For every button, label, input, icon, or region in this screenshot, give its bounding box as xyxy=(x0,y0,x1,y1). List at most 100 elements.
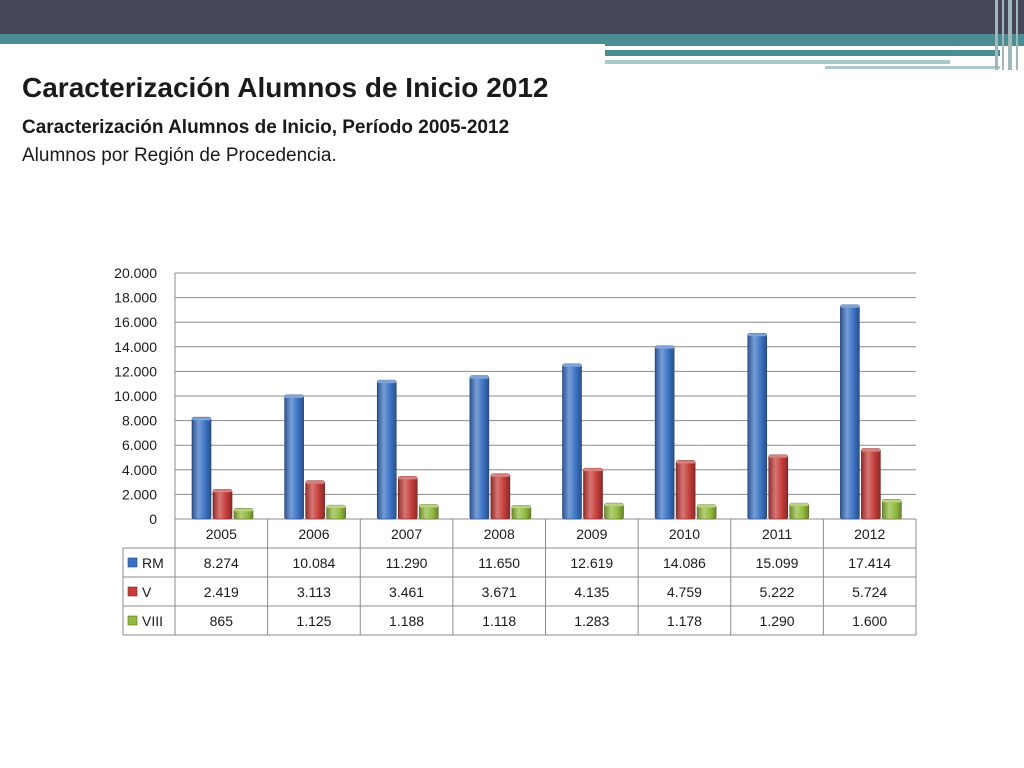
x-tick-label: 2012 xyxy=(854,526,885,542)
bar-top-rm xyxy=(655,345,675,349)
data-table-cell: 1.283 xyxy=(574,613,609,629)
bar-v xyxy=(861,448,881,520)
bar-rm xyxy=(747,332,768,520)
slide-title: Caracterización Alumnos de Inicio 2012 xyxy=(22,72,549,103)
legend-swatch-v xyxy=(127,586,138,597)
y-tick-label: 10.000 xyxy=(114,388,157,404)
corner-decoration-line xyxy=(1008,0,1012,70)
bar-rm xyxy=(654,345,675,520)
y-tick-label: 12.000 xyxy=(114,363,157,379)
data-table-cell: 11.650 xyxy=(478,555,520,571)
bar-rm xyxy=(840,304,860,520)
x-tick-label: 2009 xyxy=(576,526,607,542)
bar-top-v xyxy=(305,480,325,484)
bar-top-v xyxy=(490,473,510,477)
y-tick-label: 6.000 xyxy=(122,437,157,453)
header-accent-line-short xyxy=(825,66,1000,69)
y-tick-label: 0 xyxy=(149,511,157,527)
header-bar xyxy=(0,0,1024,34)
bar-top-viii xyxy=(697,504,717,508)
bar-top-rm xyxy=(747,333,767,337)
slide-caption: Alumnos por Región de Procedencia. xyxy=(22,145,337,166)
bar-top-v xyxy=(398,476,418,480)
data-table-cell: 865 xyxy=(210,613,234,629)
bar-top-v xyxy=(861,448,881,452)
bar-top-v xyxy=(676,460,696,464)
bar-top-v xyxy=(768,454,788,458)
header-white-band xyxy=(0,44,605,58)
data-table-cell: 10.084 xyxy=(293,555,336,571)
x-tick-label: 2010 xyxy=(669,526,700,542)
bar-v xyxy=(212,488,233,520)
corner-decoration-line xyxy=(1002,0,1004,70)
data-table-cell: 4.135 xyxy=(574,584,609,600)
data-table-cell: 1.290 xyxy=(760,613,795,629)
slide-subtitle: Caracterización Alumnos de Inicio, Perío… xyxy=(22,117,510,138)
x-tick-label: 2008 xyxy=(484,526,515,542)
data-table-cell: 17.414 xyxy=(848,555,891,571)
bar-top-viii xyxy=(789,503,809,507)
data-table-cell: 5.222 xyxy=(760,584,795,600)
x-tick-label: 2011 xyxy=(762,526,792,542)
data-table-cell: 2.419 xyxy=(204,584,239,600)
legend-label-rm: RM xyxy=(142,555,164,571)
header-accent-stripe-right xyxy=(605,50,1000,56)
bar-v xyxy=(768,454,789,520)
data-table-cell: 1.188 xyxy=(389,613,424,629)
data-table-cell: 3.671 xyxy=(482,584,517,600)
bar-top-rm xyxy=(377,380,397,384)
bar-top-rm xyxy=(284,394,304,398)
bar-v xyxy=(305,480,325,520)
data-table-cell: 12.619 xyxy=(570,555,613,571)
y-tick-label: 18.000 xyxy=(114,290,157,306)
y-tick-label: 4.000 xyxy=(122,462,157,478)
bar-top-v xyxy=(583,468,603,472)
bar-top-viii xyxy=(511,505,531,509)
y-tick-label: 2.000 xyxy=(122,486,157,502)
x-tick-label: 2007 xyxy=(391,526,422,542)
corner-decoration-line xyxy=(995,0,998,70)
corner-decoration-line xyxy=(1016,0,1018,70)
bar-top-rm xyxy=(192,417,211,421)
header-accent-stripe xyxy=(0,34,1024,46)
bar-top-viii xyxy=(604,503,624,507)
data-table-cell: 4.759 xyxy=(667,584,702,600)
data-table-cell: 15.099 xyxy=(756,555,799,571)
bar-top-v xyxy=(213,489,232,493)
bar-rm xyxy=(469,375,490,520)
bar-top-viii xyxy=(234,508,253,512)
y-tick-label: 20.000 xyxy=(114,265,157,281)
legend-swatch-rm xyxy=(127,557,138,568)
data-table-cell: 1.178 xyxy=(667,613,702,629)
data-table-cell: 1.600 xyxy=(852,613,887,629)
bar-top-viii xyxy=(326,505,346,509)
y-tick-label: 14.000 xyxy=(114,339,157,355)
data-table-cell: 14.086 xyxy=(663,555,706,571)
bar-top-viii xyxy=(882,499,902,503)
x-tick-label: 2006 xyxy=(298,526,329,542)
bar-v xyxy=(397,476,418,520)
legend-label-v: V xyxy=(142,584,152,600)
bar-rm xyxy=(376,379,397,520)
bar-top-rm xyxy=(562,363,582,367)
bar-rm xyxy=(284,394,304,520)
data-table-cell: 5.724 xyxy=(852,584,887,600)
legend-label-viii: VIII xyxy=(142,613,163,629)
data-table-cell: 11.290 xyxy=(386,555,428,571)
bar-rm xyxy=(562,363,582,520)
y-tick-label: 8.000 xyxy=(122,413,157,429)
bar-v xyxy=(490,473,511,520)
y-tick-label: 16.000 xyxy=(114,314,157,330)
header-accent-line xyxy=(605,60,950,64)
data-table-cell: 8.274 xyxy=(204,555,239,571)
bar-top-viii xyxy=(419,504,439,508)
data-table-cell: 3.113 xyxy=(297,584,331,600)
bar-v xyxy=(675,460,696,520)
bar-top-rm xyxy=(469,375,489,379)
bar-v xyxy=(583,467,603,520)
bar-top-rm xyxy=(840,304,860,308)
bar-rm xyxy=(191,416,212,520)
data-table-cell: 1.118 xyxy=(482,613,516,629)
legend-swatch-viii xyxy=(127,615,138,626)
